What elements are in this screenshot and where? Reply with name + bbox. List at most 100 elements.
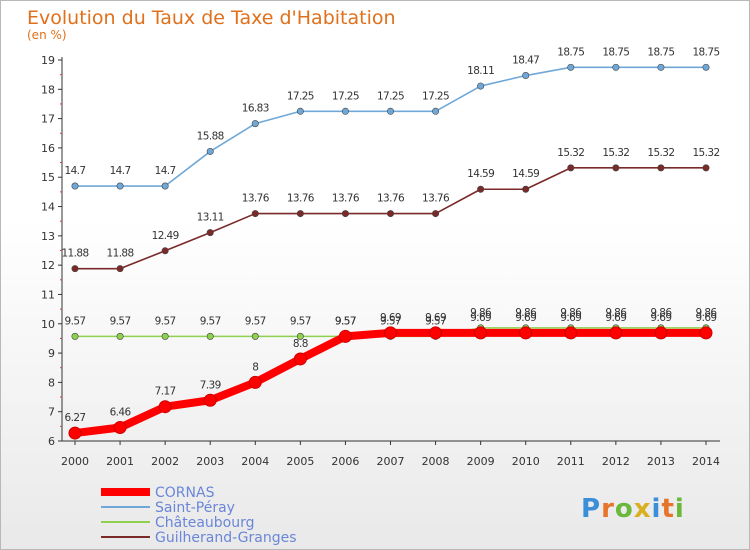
data-label: 13.76 — [242, 193, 270, 205]
data-point[interactable] — [116, 332, 124, 340]
data-point[interactable] — [296, 107, 304, 115]
legend: CORNASSaint-PérayChâteaubourgGuilherand-… — [101, 485, 297, 546]
data-label: 13.76 — [377, 193, 405, 205]
data-label: 15.32 — [647, 147, 674, 159]
data-point[interactable] — [699, 326, 713, 340]
data-point[interactable] — [251, 120, 259, 128]
x-tick-label: 2000 — [61, 455, 89, 468]
data-point[interactable] — [564, 326, 578, 340]
data-point[interactable] — [384, 326, 397, 340]
data-point[interactable] — [386, 107, 394, 115]
data-label: 9.69 — [380, 312, 401, 324]
series-saint-p-ray — [71, 63, 710, 190]
data-label: 15.32 — [602, 147, 629, 159]
data-point[interactable] — [341, 107, 349, 115]
data-point[interactable] — [116, 265, 124, 273]
data-point[interactable] — [251, 210, 259, 218]
data-point[interactable] — [206, 332, 214, 340]
data-point[interactable] — [248, 375, 262, 389]
data-point[interactable] — [158, 400, 172, 414]
data-label: 12.49 — [152, 230, 179, 242]
series-cornas — [68, 326, 713, 440]
data-point[interactable] — [338, 329, 352, 343]
x-tick-label: 2005 — [286, 455, 314, 468]
logo-text: Proxiti — [581, 494, 685, 524]
data-label: 14.59 — [467, 168, 494, 180]
data-label: 9.69 — [425, 312, 446, 324]
data-point[interactable] — [567, 164, 575, 172]
data-label: 6.27 — [65, 412, 86, 424]
y-tick-label: 7 — [48, 406, 55, 419]
series-layer — [68, 63, 713, 440]
data-label: 9.86 — [650, 307, 672, 319]
data-point[interactable] — [519, 326, 533, 340]
data-point[interactable] — [432, 107, 440, 115]
data-point[interactable] — [609, 326, 623, 340]
y-tick-labels: 6 7 8 9 10 11 12 13 14 15 16 17 18 19 — [41, 54, 62, 448]
data-point[interactable] — [71, 265, 79, 273]
data-point[interactable] — [657, 164, 665, 172]
data-point[interactable] — [654, 326, 668, 340]
data-point[interactable] — [203, 393, 217, 407]
data-point[interactable] — [206, 229, 214, 237]
data-point[interactable] — [296, 332, 304, 340]
data-point[interactable] — [386, 210, 394, 218]
x-tick-label: 2002 — [151, 455, 179, 468]
data-point[interactable] — [702, 164, 710, 172]
data-label: 17.25 — [377, 90, 404, 102]
data-label: 7.17 — [155, 386, 176, 398]
data-label: 13.11 — [197, 212, 224, 224]
series-guilherand-granges — [71, 164, 710, 273]
data-point[interactable] — [161, 332, 169, 340]
data-point[interactable] — [68, 426, 82, 440]
data-label: 9.57 — [200, 315, 221, 327]
x-tick-label: 2011 — [557, 455, 585, 468]
x-tick-label: 2008 — [422, 455, 450, 468]
data-point[interactable] — [161, 247, 169, 255]
data-point[interactable] — [71, 332, 79, 340]
data-label: 13.76 — [287, 193, 315, 205]
data-point[interactable] — [612, 164, 620, 172]
data-point[interactable] — [522, 185, 530, 193]
data-point[interactable] — [113, 421, 127, 435]
data-label: 17.25 — [287, 90, 314, 102]
data-label: 11.88 — [61, 248, 88, 260]
data-label: 9.57 — [110, 315, 131, 327]
x-tick-label: 2004 — [241, 455, 269, 468]
data-point[interactable] — [657, 63, 665, 71]
data-label: 14.7 — [65, 165, 86, 177]
data-label: 9.86 — [696, 307, 718, 319]
y-tick-label: 18 — [41, 83, 55, 96]
data-point[interactable] — [522, 72, 530, 80]
data-label: 17.25 — [332, 90, 359, 102]
data-point[interactable] — [477, 185, 485, 193]
data-point[interactable] — [474, 326, 488, 340]
data-label: 14.7 — [155, 165, 176, 177]
data-label: 15.32 — [557, 147, 584, 159]
data-point[interactable] — [161, 182, 169, 190]
data-point[interactable] — [477, 82, 485, 90]
data-point[interactable] — [612, 63, 620, 71]
data-label: 9.69 — [696, 312, 717, 324]
data-point[interactable] — [341, 210, 349, 218]
data-point[interactable] — [251, 332, 259, 340]
legend-label: Guilherand-Granges — [155, 530, 297, 546]
data-label: 18.11 — [467, 65, 494, 77]
data-point[interactable] — [296, 210, 304, 218]
data-point[interactable] — [116, 182, 124, 190]
x-tick-label: 2013 — [647, 455, 675, 468]
data-label: 9.69 — [515, 312, 536, 324]
data-point[interactable] — [702, 63, 710, 71]
data-point[interactable] — [432, 210, 440, 218]
data-label: 9.69 — [470, 312, 491, 324]
data-point[interactable] — [206, 147, 214, 155]
x-tick-label: 2001 — [106, 455, 134, 468]
data-label: 9.69 — [650, 312, 671, 324]
data-label: 18.75 — [647, 46, 674, 58]
data-point[interactable] — [567, 63, 575, 71]
data-point[interactable] — [71, 182, 79, 190]
data-point[interactable] — [429, 326, 443, 340]
data-point[interactable] — [293, 352, 307, 366]
